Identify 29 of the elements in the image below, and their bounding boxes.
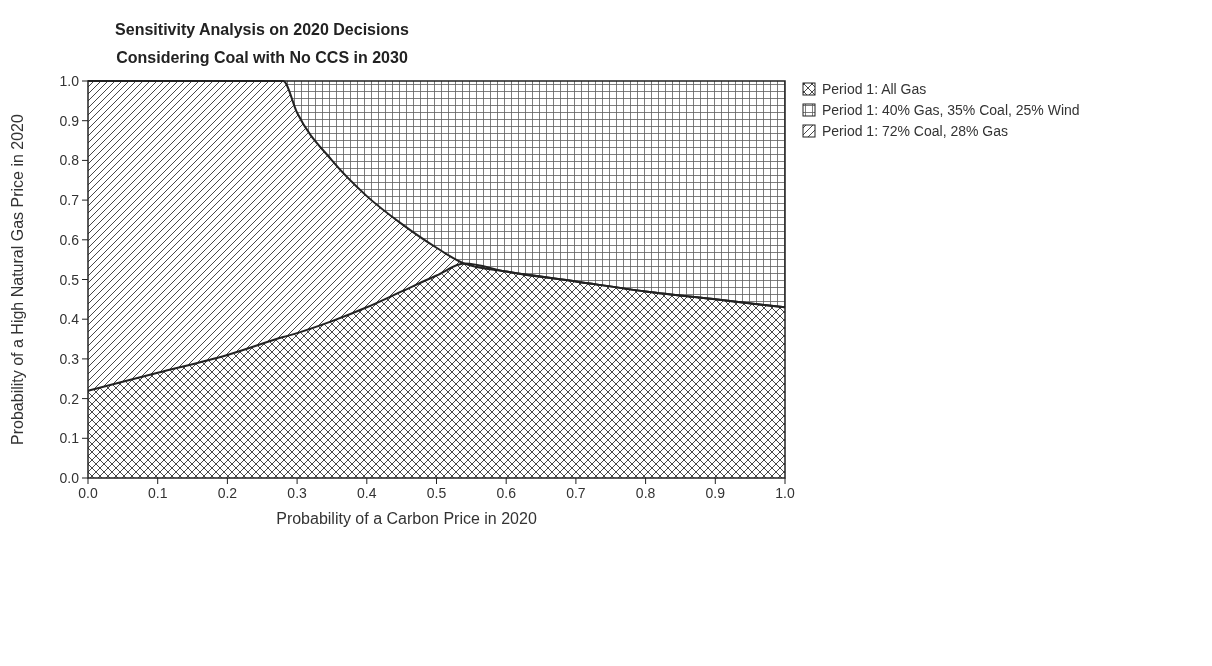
chart-title: Sensitivity Analysis on 2020 Decisions [115,21,409,38]
x-tick-label: 1.0 [775,485,795,501]
y-tick-label: 0.0 [59,470,80,486]
y-tick-label: 0.3 [59,350,80,367]
x-tick-label: 0.0 [78,485,98,501]
x-tick-label: 0.2 [217,485,238,501]
y-axis-title: Probability of a High Natural Gas Price in 2020 [9,113,26,445]
y-tick-label: 1.0 [59,73,80,89]
y-tick-label: 0.2 [59,390,80,407]
x-tick-label: 0.3 [287,485,308,501]
legend-label: Period 1: All Gas [822,81,927,97]
legend-label: Period 1: 40% Gas, 35% Coal, 25% Wind [822,102,1080,118]
x-tick-label: 0.6 [496,485,517,501]
y-tick-label: 0.4 [59,311,80,328]
x-tick-label: 0.7 [566,485,586,501]
x-tick-label: 0.5 [426,485,447,501]
y-tick-label: 0.5 [59,271,80,288]
x-axis-title: Probability of a Carbon Price in 2020 [276,510,537,527]
chart-subtitle: Considering Coal with No CCS in 2030 [116,49,408,66]
x-tick-label: 0.4 [357,485,377,501]
x-tick-label: 0.8 [635,485,656,501]
y-tick-label: 0.7 [59,192,80,209]
y-tick-label: 0.6 [59,231,80,248]
x-tick-label: 0.9 [705,485,726,501]
y-tick-label: 0.1 [59,430,80,447]
y-tick-label: 0.9 [59,112,80,129]
x-tick-label: 0.1 [147,485,168,501]
legend-label: Period 1: 72% Coal, 28% Gas [822,123,1008,139]
y-tick-label: 0.8 [59,152,80,169]
